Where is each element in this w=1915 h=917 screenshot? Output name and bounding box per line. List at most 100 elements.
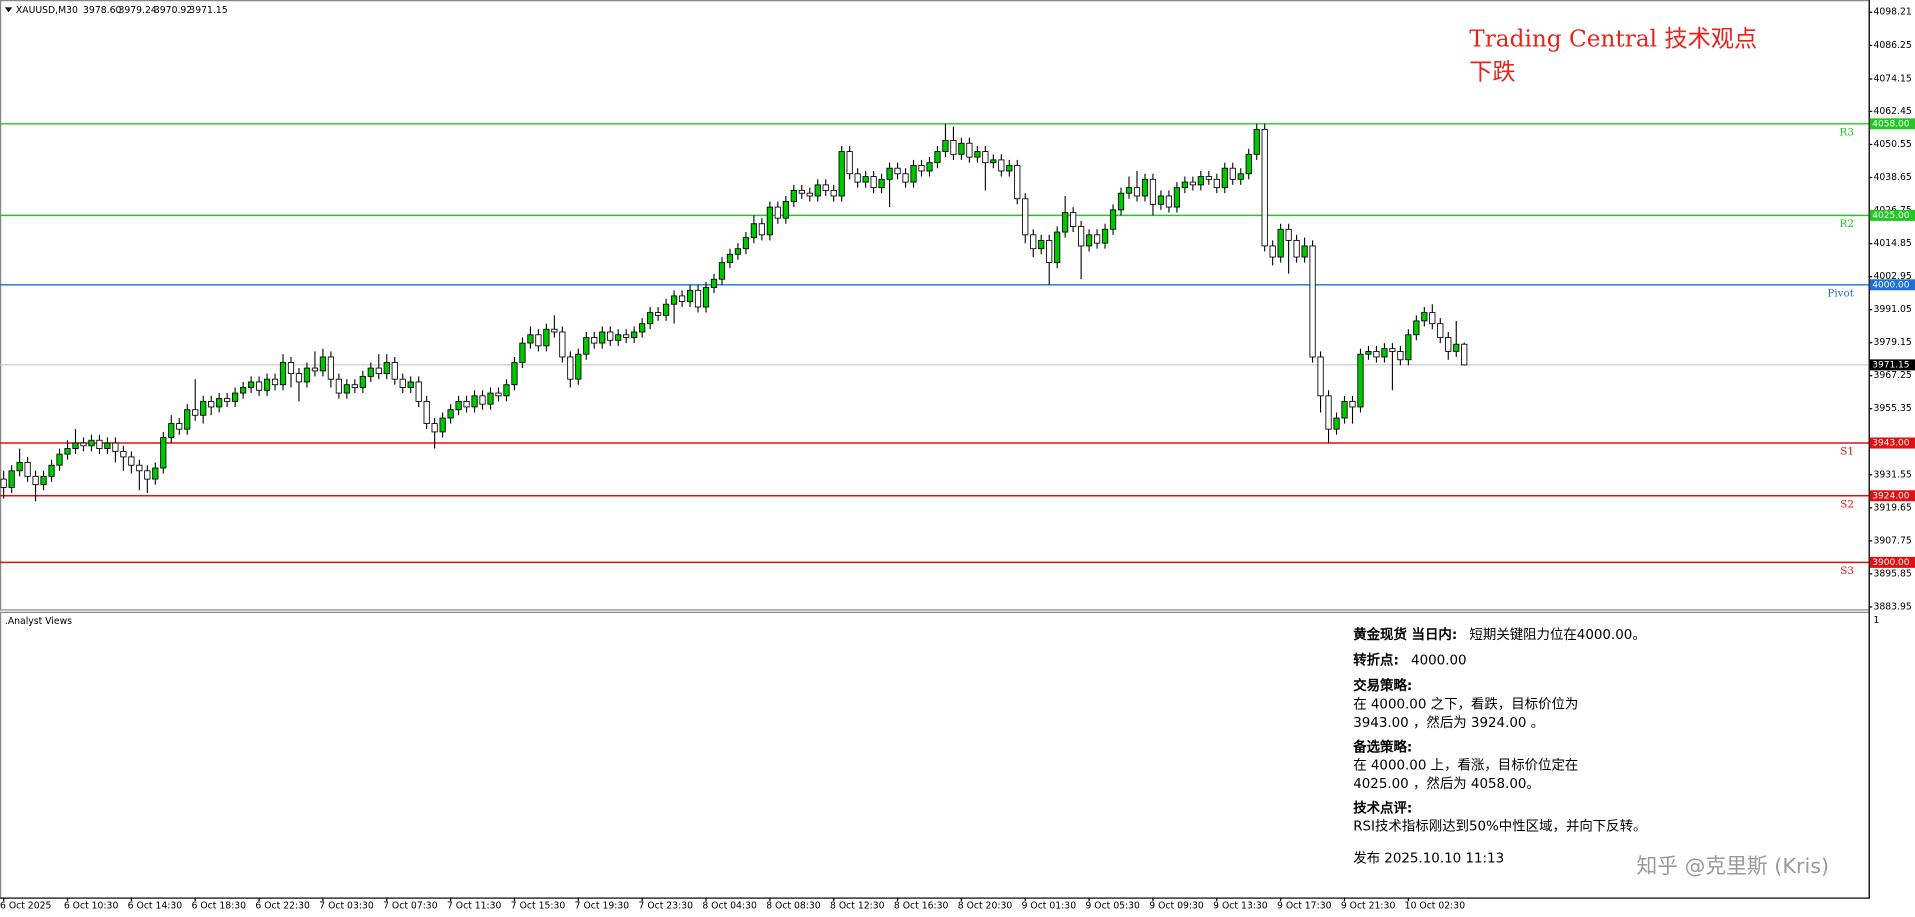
y-tick-label: 3919.65 xyxy=(1873,502,1911,513)
candle-body xyxy=(1030,234,1037,250)
candle-body xyxy=(1181,181,1188,189)
section-line: 在 4000.00 之下，看跌，目标价位为 xyxy=(1353,697,1578,713)
candle-body xyxy=(72,442,79,450)
candle-body xyxy=(367,367,374,377)
x-tick-label: 8 Oct 04:30 xyxy=(702,901,757,912)
section-heading: 交易策略: xyxy=(1353,677,1412,694)
candle-body xyxy=(790,189,797,202)
published: 发布 2025.10.10 11:13 xyxy=(1353,850,1504,866)
candle-body xyxy=(1038,239,1045,250)
candle-body xyxy=(814,184,821,197)
section-heading: 转折点: xyxy=(1353,652,1399,669)
candle-body xyxy=(295,373,303,383)
candle-body xyxy=(1014,165,1021,200)
candle-body xyxy=(1078,226,1085,247)
candle-body xyxy=(726,253,734,264)
y-tick-label: 4038.65 xyxy=(1873,172,1911,183)
candle-body xyxy=(639,323,646,333)
candle-body xyxy=(1317,356,1324,397)
symbol-header: XAUUSD,M30 xyxy=(16,5,78,16)
candle-body xyxy=(583,337,590,355)
x-tick-label: 7 Oct 15:30 xyxy=(511,901,566,912)
candle-body xyxy=(551,328,558,333)
candle-body xyxy=(407,381,414,388)
x-tick-label: 9 Oct 13:30 xyxy=(1213,901,1268,912)
level-name: S1 xyxy=(1840,446,1854,458)
x-tick-label: 9 Oct 17:30 xyxy=(1277,901,1332,912)
candle-body xyxy=(335,378,342,394)
candle-body xyxy=(631,331,638,338)
candle-body xyxy=(128,456,135,466)
candle-body xyxy=(463,400,470,408)
section-heading: 技术点评: xyxy=(1353,799,1412,816)
candle-body xyxy=(1062,212,1069,233)
candle-body xyxy=(32,475,39,486)
level-price-label: 3943.00 xyxy=(1872,439,1910,449)
candle-body xyxy=(1461,343,1468,366)
candle-body xyxy=(798,189,805,194)
candle-body xyxy=(567,356,574,380)
level-price-label: 3924.00 xyxy=(1872,491,1910,501)
candle-body xyxy=(136,464,143,472)
candle-body xyxy=(1109,209,1117,230)
candle-body xyxy=(152,467,159,480)
candle-body xyxy=(854,173,861,183)
candle-body xyxy=(1101,228,1109,244)
candle-body xyxy=(184,409,191,430)
candle-body xyxy=(263,378,271,391)
candle-body xyxy=(782,201,789,219)
candle-body xyxy=(0,478,7,488)
y-tick-label: 4086.25 xyxy=(1873,40,1911,51)
candle-body xyxy=(934,151,941,164)
credit: 知乎 @克里斯 (Kris) xyxy=(1637,854,1830,878)
candle-body xyxy=(958,142,965,155)
quote-value: 3979.24 xyxy=(118,5,156,16)
candle-body xyxy=(1293,239,1300,258)
x-tick-label: 8 Oct 16:30 xyxy=(894,901,949,912)
candle-body xyxy=(870,176,877,189)
x-tick-label: 6 Oct 2025 xyxy=(0,901,51,912)
panel-title: .Analyst Views xyxy=(5,616,72,627)
level-price-label: 3900.00 xyxy=(1872,558,1910,568)
candle-body xyxy=(200,400,207,416)
candle-body xyxy=(319,356,327,372)
candle-body xyxy=(327,356,335,380)
candle-body xyxy=(902,173,909,183)
x-tick-label: 6 Oct 18:30 xyxy=(192,901,247,912)
candle-body xyxy=(998,159,1005,172)
candle-body xyxy=(1389,348,1396,352)
candle-body xyxy=(303,367,311,383)
level-name: R3 xyxy=(1840,126,1854,138)
x-tick-label: 6 Oct 10:30 xyxy=(64,901,119,912)
candle-body xyxy=(1381,348,1388,358)
candle-body xyxy=(718,262,726,280)
level-name: S3 xyxy=(1840,565,1854,577)
candle-body xyxy=(1165,195,1173,208)
candle-body xyxy=(80,442,87,447)
candle-body xyxy=(1397,350,1404,361)
candle-body xyxy=(1325,395,1332,430)
candle-body xyxy=(391,362,398,380)
candle-body xyxy=(120,450,127,458)
candle-body xyxy=(1173,187,1181,208)
x-tick-label: 7 Oct 19:30 xyxy=(575,901,630,912)
candle-body xyxy=(1125,187,1133,194)
candle-body xyxy=(830,189,837,197)
menu-arrow[interactable] xyxy=(4,7,13,13)
y-tick-label: 3955.35 xyxy=(1873,403,1911,414)
candle-body xyxy=(670,295,678,305)
candle-body xyxy=(247,381,255,388)
y-tick-label: 4062.45 xyxy=(1873,106,1911,117)
candle-body xyxy=(886,167,893,180)
candle-body xyxy=(1006,165,1013,172)
candle-body xyxy=(64,448,71,455)
section-line: 在 4000.00 上，看涨，目标价位定在 xyxy=(1353,758,1578,774)
y-tick-label: 4014.85 xyxy=(1873,238,1911,249)
candle-body xyxy=(678,295,686,302)
level-name: S2 xyxy=(1840,498,1854,510)
candle-body xyxy=(192,409,199,416)
candle-body xyxy=(1357,353,1364,408)
candle-body xyxy=(375,367,382,375)
